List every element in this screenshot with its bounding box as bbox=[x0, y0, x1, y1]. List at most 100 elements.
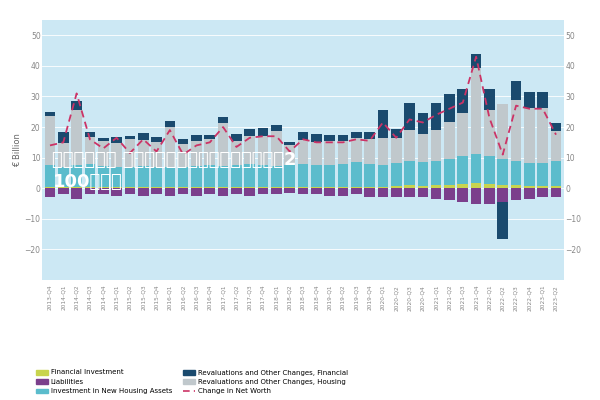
Bar bbox=[338, 141, 348, 164]
Text: 2017-Q3: 2017-Q3 bbox=[247, 285, 252, 310]
Bar bbox=[298, 140, 308, 164]
Bar bbox=[178, 139, 188, 144]
Bar bbox=[231, 134, 242, 140]
Bar bbox=[138, 187, 149, 188]
Bar bbox=[71, 188, 82, 199]
Bar bbox=[271, 125, 281, 131]
Bar bbox=[111, 143, 122, 167]
Bar bbox=[444, 94, 455, 122]
Bar bbox=[551, 123, 562, 131]
Text: 2016-Q4: 2016-Q4 bbox=[207, 285, 212, 310]
Bar bbox=[418, 186, 428, 188]
Bar bbox=[497, 188, 508, 202]
Bar bbox=[551, 188, 562, 198]
Bar bbox=[311, 187, 322, 188]
Bar bbox=[484, 89, 495, 110]
Text: 2019-Q2: 2019-Q2 bbox=[340, 285, 346, 310]
Text: 2021-Q1: 2021-Q1 bbox=[434, 285, 439, 310]
Bar bbox=[71, 165, 82, 187]
Bar bbox=[364, 187, 375, 188]
Text: 2019-Q3: 2019-Q3 bbox=[354, 285, 359, 310]
Text: 2021-Q3: 2021-Q3 bbox=[460, 285, 465, 310]
Bar bbox=[391, 186, 401, 188]
Text: 2018-Q1: 2018-Q1 bbox=[274, 285, 279, 310]
Bar bbox=[471, 188, 481, 204]
Bar bbox=[511, 161, 521, 185]
Bar bbox=[258, 165, 268, 187]
Text: 2018-Q2: 2018-Q2 bbox=[287, 285, 292, 310]
Text: 2020-Q2: 2020-Q2 bbox=[394, 285, 399, 310]
Bar bbox=[351, 188, 362, 194]
Bar bbox=[511, 81, 521, 100]
Text: 2019-Q1: 2019-Q1 bbox=[327, 285, 332, 310]
Bar bbox=[44, 188, 55, 198]
Bar bbox=[284, 165, 295, 187]
Bar bbox=[325, 135, 335, 141]
Text: 2014-Q1: 2014-Q1 bbox=[61, 285, 66, 310]
Bar bbox=[191, 188, 202, 196]
Bar bbox=[391, 188, 401, 198]
Bar bbox=[551, 186, 562, 188]
Bar bbox=[511, 100, 521, 161]
Text: 2022-Q4: 2022-Q4 bbox=[527, 285, 532, 310]
Bar bbox=[538, 188, 548, 198]
Text: 2022-Q2: 2022-Q2 bbox=[500, 285, 505, 310]
Bar bbox=[404, 130, 415, 161]
Bar bbox=[538, 108, 548, 163]
Bar bbox=[538, 92, 548, 108]
Bar bbox=[218, 117, 229, 123]
Text: 2016-Q2: 2016-Q2 bbox=[181, 285, 185, 310]
Bar bbox=[85, 136, 95, 164]
Text: 2020-Q4: 2020-Q4 bbox=[421, 285, 425, 310]
Text: 2022-Q1: 2022-Q1 bbox=[487, 285, 492, 310]
Bar bbox=[205, 188, 215, 194]
Bar bbox=[364, 132, 375, 139]
Bar bbox=[338, 188, 348, 196]
Text: 2018-Q3: 2018-Q3 bbox=[301, 285, 305, 310]
Bar bbox=[71, 110, 82, 165]
Bar bbox=[484, 188, 495, 204]
Bar bbox=[164, 167, 175, 187]
Bar bbox=[338, 135, 348, 141]
Text: 2020-Q3: 2020-Q3 bbox=[407, 285, 412, 310]
Bar bbox=[338, 187, 348, 188]
Text: 2017-Q2: 2017-Q2 bbox=[234, 285, 239, 310]
Bar bbox=[244, 188, 255, 196]
Bar bbox=[524, 92, 535, 108]
Bar bbox=[377, 188, 388, 198]
Bar bbox=[191, 166, 202, 187]
Bar bbox=[471, 183, 481, 188]
Bar bbox=[404, 185, 415, 188]
Bar bbox=[231, 165, 242, 187]
Bar bbox=[457, 184, 468, 188]
Bar bbox=[391, 163, 401, 186]
Text: 2020-Q1: 2020-Q1 bbox=[380, 285, 385, 310]
Bar bbox=[98, 166, 109, 187]
Bar bbox=[44, 116, 55, 165]
Bar bbox=[271, 188, 281, 194]
Text: 2015-Q4: 2015-Q4 bbox=[154, 285, 159, 310]
Bar bbox=[497, 104, 508, 158]
Bar bbox=[364, 139, 375, 164]
Legend: Financial Investment, Liabilities, Investment in New Housing Assets, Revaluation: Financial Investment, Liabilities, Inves… bbox=[34, 368, 350, 396]
Text: 2019-Q4: 2019-Q4 bbox=[367, 285, 372, 310]
Text: 2014-Q3: 2014-Q3 bbox=[88, 285, 92, 310]
Bar bbox=[138, 140, 149, 166]
Text: 2015-Q3: 2015-Q3 bbox=[141, 285, 146, 310]
Bar bbox=[138, 188, 149, 196]
Bar bbox=[538, 163, 548, 186]
Y-axis label: € Billion: € Billion bbox=[13, 133, 22, 167]
Bar bbox=[511, 185, 521, 188]
Bar bbox=[205, 165, 215, 187]
Text: 2021-Q2: 2021-Q2 bbox=[447, 285, 452, 310]
Bar bbox=[404, 188, 415, 198]
Bar bbox=[244, 128, 255, 136]
Bar bbox=[484, 156, 495, 184]
Bar bbox=[218, 188, 229, 196]
Bar bbox=[418, 113, 428, 134]
Bar bbox=[391, 138, 401, 163]
Text: 2014-Q4: 2014-Q4 bbox=[101, 285, 106, 310]
Bar bbox=[191, 141, 202, 166]
Bar bbox=[551, 161, 562, 186]
Text: 2022-Q3: 2022-Q3 bbox=[514, 285, 518, 310]
